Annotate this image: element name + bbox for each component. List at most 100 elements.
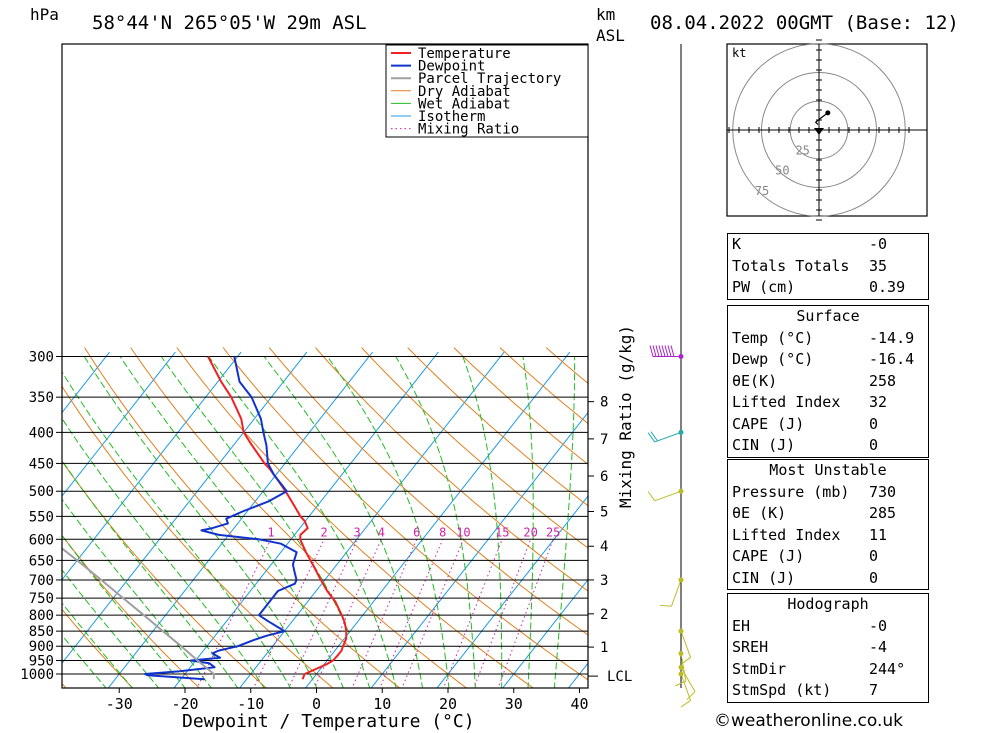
mixing-ratio-line bbox=[313, 539, 382, 688]
hodograph-title: Hodograph bbox=[787, 595, 869, 613]
wind-barb-flag bbox=[661, 345, 666, 357]
temperature-tick-label: 10 bbox=[373, 695, 391, 713]
isotherm-line bbox=[62, 351, 308, 665]
height-tick-label: 2 bbox=[600, 607, 608, 623]
hodograph-endpoint bbox=[825, 110, 831, 116]
mixing-ratio-label: 6 bbox=[413, 525, 420, 539]
mixing-ratio-label: 2 bbox=[321, 525, 328, 539]
location-title: 58°44'N 265°05'W 29m ASL bbox=[92, 12, 367, 34]
dry-adiabat-line bbox=[62, 608, 134, 688]
hodograph: 25 50 75 kt bbox=[726, 39, 928, 221]
sreh-row: SREH -4 bbox=[732, 638, 888, 656]
mixing-ratio-label: 3 bbox=[354, 525, 361, 539]
eh-row: EH -0 bbox=[732, 616, 888, 635]
wet-adiabat-line bbox=[395, 356, 476, 688]
surface-theta-e-row: θE(K) 258 bbox=[732, 371, 897, 390]
wind-barb-flag bbox=[660, 604, 672, 607]
height-tick-label: 4 bbox=[600, 539, 608, 555]
legend-label: Isotherm bbox=[418, 109, 485, 125]
surface-temp-row: Temp (°C) -14.9 bbox=[732, 328, 915, 347]
surface-dewp-row: Dewp (°C) -16.4 bbox=[732, 350, 915, 368]
storm-motion-marker bbox=[814, 128, 824, 135]
mu-lifted-index-row: Lifted Index 11 bbox=[732, 525, 888, 544]
pressure-tick-label: 850 bbox=[29, 624, 54, 640]
wind-barb-flag bbox=[655, 345, 660, 357]
wet-adiabat-line bbox=[160, 356, 371, 688]
wind-barb-flag bbox=[650, 431, 658, 442]
wind-barb-shaft bbox=[680, 673, 692, 701]
mixing-ratio-label: 10 bbox=[456, 525, 470, 539]
wet-adiabat-line bbox=[62, 459, 239, 688]
hodograph-panel: Hodograph EH -0 SREH -4 StmDir 244° StmSpd … bbox=[727, 593, 929, 703]
height-unit-km: km bbox=[596, 5, 615, 24]
most-unstable-panel: Most Unstable Pressure (mb) 730 θE (K) 285… bbox=[727, 459, 929, 590]
pressure-tick-label: 750 bbox=[29, 591, 54, 607]
temperature-tick-label: 40 bbox=[570, 695, 588, 713]
totals-totals-row: Totals Totals 35 bbox=[732, 256, 888, 275]
storm-speed-row: StmSpd (kt) 7 bbox=[732, 681, 879, 699]
dry-adiabat-line bbox=[130, 347, 468, 688]
mixing-ratio-line bbox=[379, 539, 444, 688]
dry-adiabat-line bbox=[407, 347, 588, 507]
parcel-trajectory-line bbox=[62, 547, 215, 680]
wind-barb-flag bbox=[680, 699, 691, 708]
legend-label: Mixing Ratio bbox=[418, 122, 519, 138]
wet-adiabat-line bbox=[62, 634, 107, 688]
temperature-tick-label: 30 bbox=[505, 695, 523, 713]
isotherm-line bbox=[62, 351, 110, 414]
mixing-ratio-line bbox=[442, 539, 503, 688]
isotherm-line bbox=[502, 578, 588, 688]
legend-label: Parcel Trajectory bbox=[418, 71, 561, 87]
temperature-tick-label: -20 bbox=[171, 695, 198, 713]
wind-barb-flag bbox=[649, 345, 654, 357]
wet-adiabat-line bbox=[62, 602, 133, 688]
copyright-text: ©weatheronline.co.uk bbox=[714, 711, 904, 731]
dewpoint-line bbox=[143, 356, 298, 681]
dry-adiabat-line bbox=[62, 460, 267, 688]
wind-barb-shaft bbox=[670, 579, 682, 607]
height-axis: 1 2 3 4 5 6 7 8 LCL bbox=[588, 395, 632, 685]
height-tick-label: 6 bbox=[600, 469, 608, 485]
mixing-ratio-labels: 1 2 3 4 6 8 10 15 20 25 bbox=[267, 525, 560, 539]
pressure-tick-label: 900 bbox=[29, 639, 54, 655]
isotherm-line bbox=[107, 351, 373, 688]
hodograph-ring-label: 25 bbox=[795, 143, 809, 157]
wind-barb-flag bbox=[664, 345, 669, 357]
most-unstable-title: Most Unstable bbox=[769, 461, 887, 479]
temperature-line bbox=[207, 356, 348, 680]
pressure-tick-label: 450 bbox=[29, 456, 54, 472]
pressure-tick-label: 1000 bbox=[20, 667, 54, 683]
wet-adiabat-line bbox=[462, 356, 503, 688]
surface-cape-row: CAPE (J) 0 bbox=[732, 414, 879, 433]
wet-adiabat-line bbox=[553, 356, 576, 688]
wind-barb-shaft bbox=[680, 630, 692, 658]
temperature-tick-label: 20 bbox=[439, 695, 457, 713]
height-tick-label: 3 bbox=[600, 573, 608, 589]
precipitable-water-row: PW (cm) 0.39 bbox=[732, 278, 906, 296]
x-axis-title: Dewpoint / Temperature (°C) bbox=[182, 711, 475, 732]
temperature-tick-label: 0 bbox=[312, 695, 321, 713]
wet-adiabat-line bbox=[522, 356, 534, 688]
legend-label: Dewpoint bbox=[418, 59, 485, 75]
wet-adiabat-line bbox=[326, 356, 450, 688]
wet-adiabat-line bbox=[62, 370, 292, 688]
lcl-label: LCL bbox=[607, 669, 632, 685]
date-title: 08.04.2022 00GMT (Base: 12) bbox=[650, 12, 959, 34]
sounding-series bbox=[62, 356, 348, 681]
dry-adiabat-line bbox=[62, 385, 334, 688]
pressure-tick-label: 350 bbox=[29, 390, 54, 406]
mixing-ratio-line bbox=[253, 539, 325, 688]
pressure-tick-label: 950 bbox=[29, 653, 54, 669]
temperature-tick-label: -30 bbox=[106, 695, 133, 713]
isotherm-line bbox=[62, 351, 176, 497]
wind-barb-shaft bbox=[654, 490, 682, 502]
hodograph-trace bbox=[814, 112, 829, 125]
mixing-ratio-line bbox=[497, 539, 554, 688]
isotherm-line bbox=[173, 351, 439, 688]
mu-pressure-row: Pressure (mb) 730 bbox=[732, 482, 897, 501]
mixing-ratio-line bbox=[351, 539, 418, 688]
pressure-tick-label: 650 bbox=[29, 553, 54, 569]
mu-theta-e-row: θE (K) 285 bbox=[732, 504, 897, 522]
height-unit-asl: ASL bbox=[596, 26, 625, 45]
pressure-tick-label: 500 bbox=[29, 484, 54, 500]
